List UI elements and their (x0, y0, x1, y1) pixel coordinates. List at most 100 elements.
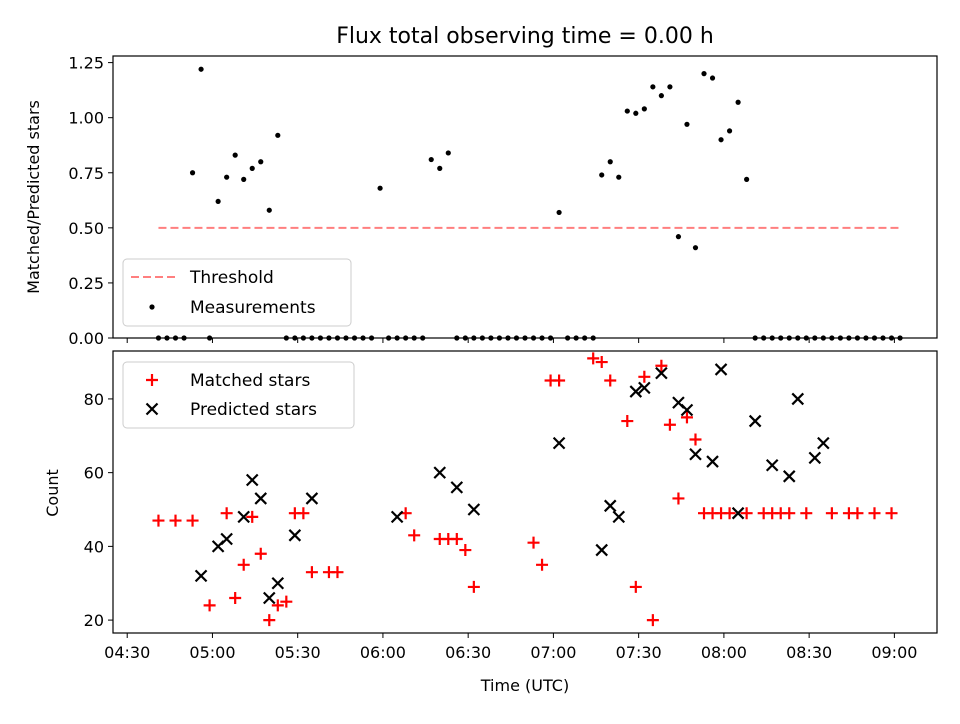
predicted-star-marker (629, 385, 643, 398)
measurement-point (599, 172, 605, 178)
measurement-point (633, 110, 639, 116)
x-tick-label: 04:30 (104, 643, 150, 662)
plot-frame (112, 350, 938, 634)
matched-star-marker (459, 544, 472, 557)
matched-star-marker (587, 352, 600, 365)
matched-star-marker (297, 507, 310, 520)
measurement-point (701, 71, 707, 77)
matched-star-marker (825, 507, 838, 520)
measurement-point (232, 152, 238, 158)
measurement-point (556, 209, 562, 216)
measurement-point (667, 84, 673, 90)
x-tick-label: 08:00 (701, 643, 747, 662)
matched-star-marker (663, 418, 676, 431)
measurement-point (718, 137, 724, 143)
matched-star-marker (152, 514, 165, 527)
matched-star-marker (740, 507, 753, 520)
predicted-star-marker (808, 451, 822, 465)
matched-star-marker (604, 374, 617, 387)
x-tick-label: 08:30 (786, 643, 832, 662)
y-tick-label: 80 (84, 390, 104, 409)
matched-star-marker (408, 529, 421, 542)
predicted-star-marker (237, 510, 250, 524)
matched-star-marker (638, 370, 651, 383)
y-tick-label: 60 (84, 464, 104, 483)
matched-star-marker (169, 514, 182, 527)
predicted-star-marker (782, 470, 796, 483)
y-tick-label: 1.25 (68, 54, 104, 73)
count-panel: 04:30 05:00 05:30 06:00 06:30 07:00 07:30 08:00… (84, 350, 938, 662)
x-tick-label: 09:00 (871, 643, 917, 662)
y-tick-label: 0.25 (68, 274, 104, 293)
measurement-point (224, 174, 230, 180)
legend-threshold-label: Threshold (189, 268, 274, 288)
predicted-star-marker (638, 381, 651, 395)
matched-star-marker (254, 547, 267, 560)
measurement-point (616, 174, 622, 180)
matched-star-marker (680, 411, 693, 424)
measurement-point (266, 207, 272, 213)
measurement-point (428, 156, 434, 163)
matched-star-marker (527, 536, 540, 549)
predicted-star-marker (220, 532, 233, 546)
matched-star-marker (203, 599, 216, 612)
predicted-star-marker (194, 569, 208, 583)
measurement-point (445, 150, 451, 156)
predicted-star-marker (655, 366, 668, 380)
matched-star-marker (246, 510, 259, 523)
matched-star-marker (186, 514, 199, 527)
matched-star-marker (280, 595, 293, 608)
measurement-point (675, 234, 682, 240)
measurement-point (249, 165, 255, 171)
matched-star-marker (229, 591, 242, 604)
measurement-point (275, 132, 281, 138)
ratio-axis-label: Matched/Predicted stars (24, 100, 43, 294)
x-tick-label: 07:30 (616, 643, 662, 662)
measurement-point (709, 75, 716, 81)
measurement-point (437, 165, 443, 171)
y-tick-label: 20 (84, 611, 104, 630)
matched-star-marker (271, 599, 284, 612)
legend: Matched stars Predicted stars (122, 361, 355, 429)
matched-star-marker (885, 507, 898, 520)
time-axis-label: Time (UTC) (480, 676, 569, 695)
legend: Threshold Measurements (122, 258, 352, 327)
predicted-star-marker (791, 392, 805, 406)
ratio-panel: 0.00 0.25 0.50 0.75 1.00 1.25 Threshold Measure… (68, 54, 938, 348)
measurement-point (726, 128, 733, 134)
y-tick-label: 0.00 (68, 329, 104, 348)
x-tick-label: 05:00 (189, 643, 235, 662)
predicted-star-marker (748, 414, 762, 428)
legend-matched-swatch (146, 374, 158, 386)
matched-star-marker (646, 614, 659, 627)
predicted-star-marker (467, 503, 481, 516)
matched-star-marker (331, 566, 344, 579)
y-tick-label: 0.50 (68, 219, 104, 238)
chart-title: Flux total observing time = 0.00 h (336, 24, 714, 49)
x-tick-label: 05:30 (275, 643, 321, 662)
y-tick-label: 0.75 (68, 164, 104, 183)
measurement-point (377, 185, 383, 191)
legend-measurement-swatch (149, 304, 155, 310)
legend-measurements-label: Measurements (190, 298, 316, 318)
predicted-star-marker (817, 436, 830, 450)
measurement-point (658, 93, 664, 99)
predicted-star-marker (262, 591, 276, 605)
predicted-star-marker (731, 506, 745, 520)
x-tick-label: 07:00 (530, 643, 576, 662)
matched-star-marker (237, 558, 250, 571)
measurement-point (744, 176, 750, 182)
y-tick-label: 1.00 (68, 109, 104, 128)
measurement-point (684, 121, 690, 127)
predicted-star-marker (450, 481, 464, 494)
measurement-point (607, 159, 613, 165)
matched-star-marker (621, 415, 634, 428)
measurement-point (641, 106, 647, 112)
matched-star-marker (723, 507, 736, 520)
matched-star-marker (800, 507, 813, 520)
predicted-star-marker (390, 510, 404, 524)
matched-star-marker (689, 433, 702, 446)
predicted-star-marker (714, 363, 728, 376)
